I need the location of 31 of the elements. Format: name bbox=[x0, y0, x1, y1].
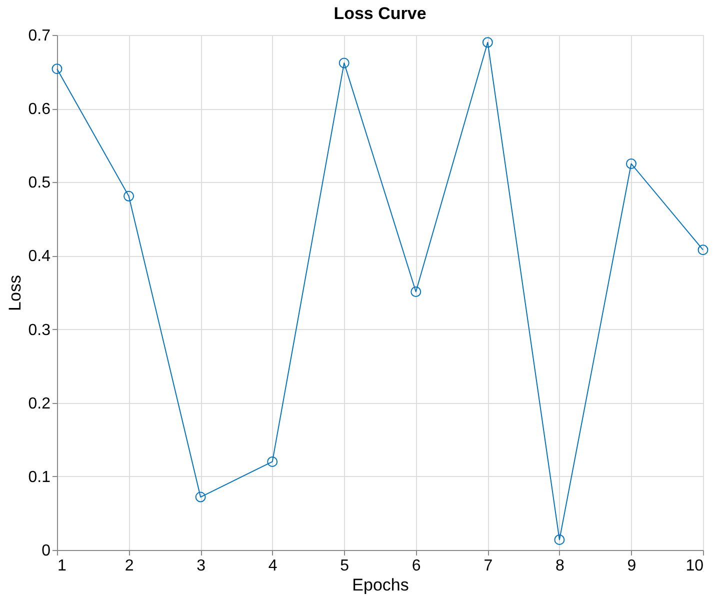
x-tick-label: 5 bbox=[340, 558, 350, 574]
y-tick-label: 0.3 bbox=[28, 322, 51, 339]
x-tick-label: 10 bbox=[686, 558, 704, 574]
x-axis-title: Epochs bbox=[352, 576, 409, 594]
x-tick-label: 7 bbox=[484, 558, 493, 574]
point bbox=[267, 456, 278, 467]
x-tick-label: 3 bbox=[196, 558, 206, 574]
point bbox=[195, 492, 206, 502]
chart-title: Loss Curve bbox=[334, 4, 426, 23]
point bbox=[338, 58, 350, 68]
y-tick-label: 0.4 bbox=[28, 248, 51, 266]
point bbox=[554, 534, 565, 545]
y-tick-label: 0.2 bbox=[28, 395, 51, 412]
y-tick-label: 0.7 bbox=[28, 28, 51, 44]
x-tick-label: 4 bbox=[268, 558, 278, 574]
y-axis-title: Loss bbox=[5, 275, 24, 311]
point bbox=[124, 190, 134, 202]
y-tick-label: 0.6 bbox=[28, 101, 51, 118]
x-tick-label: 6 bbox=[412, 558, 421, 574]
x-tick-label: 2 bbox=[124, 558, 134, 574]
point bbox=[698, 244, 708, 256]
y-tick-label: 0 bbox=[42, 542, 51, 560]
point bbox=[52, 64, 62, 74]
point bbox=[626, 158, 636, 169]
y-tick-label: 0.5 bbox=[28, 174, 51, 192]
x-tick-label: 1 bbox=[58, 558, 66, 574]
y-tick-label: 0.1 bbox=[28, 468, 51, 486]
x-tick-label: 8 bbox=[555, 558, 564, 574]
x-tick-label: 9 bbox=[627, 558, 636, 574]
point bbox=[410, 286, 422, 297]
point bbox=[482, 37, 493, 48]
